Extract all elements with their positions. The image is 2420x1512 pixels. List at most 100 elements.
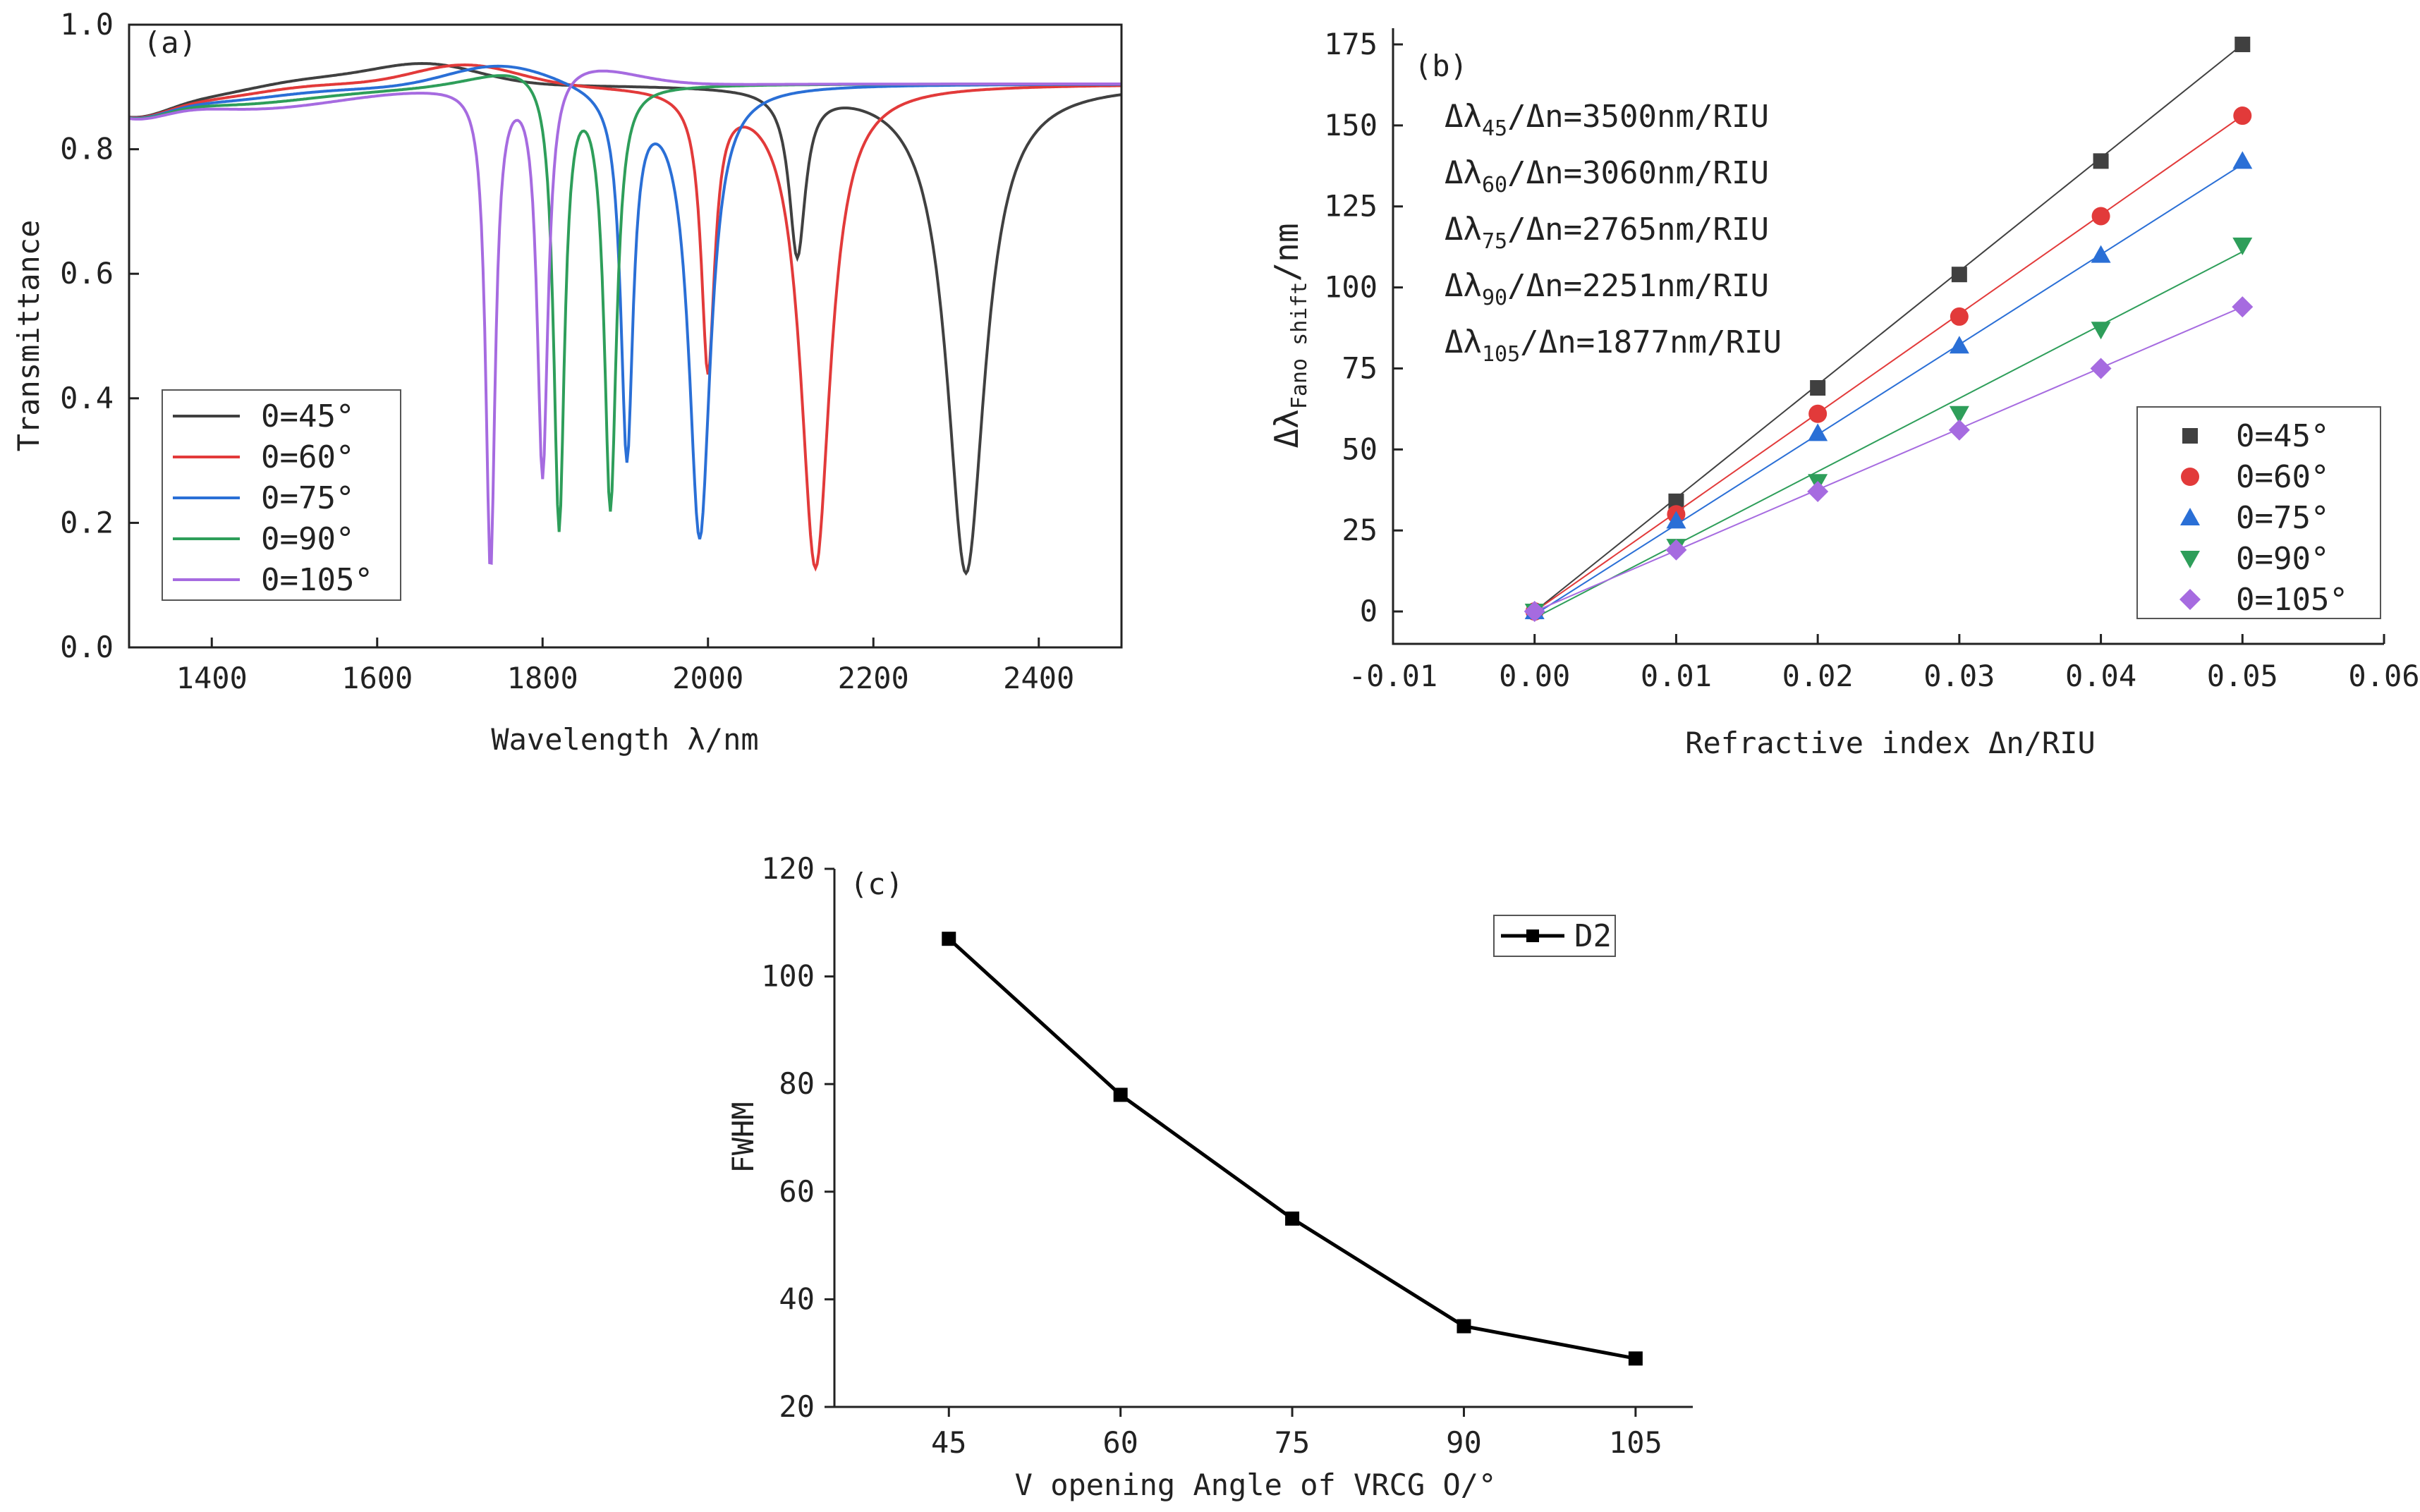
- panel-b-annotation: Δλ45/Δn=3500nm/RIU: [1445, 99, 1769, 141]
- panel-a-label: (a): [143, 25, 197, 60]
- panel-a-y-tick-label: 0.2: [60, 505, 114, 539]
- panel-b-point: [1666, 511, 1686, 529]
- panel-c-x-tick-label: 45: [931, 1425, 967, 1460]
- panel-b-legend-label: 0=75°: [2236, 500, 2329, 536]
- panel-a-y-tick-label: 0.8: [60, 132, 114, 166]
- panel-b-legend-label: 0=60°: [2236, 459, 2329, 495]
- panel-b-point: [2232, 237, 2253, 255]
- panel-a-legend-label: 0=75°: [261, 480, 354, 516]
- panel-b-legend-marker: [2180, 508, 2200, 525]
- panel-b-legend-marker: [2181, 468, 2199, 486]
- panel-b-point: [1949, 336, 1969, 354]
- panel-a-legend-box: [162, 389, 401, 601]
- panel-b-annotation-rest: /Δn=2251nm/RIU: [1507, 268, 1769, 304]
- panel-b-annotation-sub: 105: [1482, 342, 1520, 367]
- panel-a-series-line: [128, 69, 1121, 565]
- panel-b-point: [1807, 481, 1829, 503]
- panel-b-annotation-sub: 90: [1482, 286, 1507, 310]
- panel-a-x-tick-label: 2000: [672, 661, 743, 695]
- panel-b-y-label: ΔλFano shift/nm: [1267, 223, 1312, 448]
- panel-c-point: [1113, 1087, 1128, 1102]
- panel-b-annotation-rest: /Δn=2765nm/RIU: [1507, 212, 1769, 248]
- panel-b-annotation-main: Δλ: [1445, 155, 1482, 191]
- panel-b-point: [1808, 423, 1828, 441]
- panel-b-annotation: Δλ90/Δn=2251nm/RIU: [1445, 268, 1769, 310]
- panel-b-annotations: Δλ45/Δn=3500nm/RIUΔλ60/Δn=3060nm/RIUΔλ75…: [1445, 99, 1782, 367]
- panel-b-point: [1668, 493, 1684, 509]
- panel-b-annotation-sub: 75: [1482, 229, 1507, 254]
- panel-b-y-ticks: 0 25 50 75 100 125 150 175: [1324, 27, 1403, 628]
- panel-b-x-tick-label: 0.05: [2207, 659, 2278, 693]
- panel-b-label: (b): [1414, 49, 1468, 83]
- panel-b-legend: 0=45° 0=60° 0=75° 0=90° 0=105°: [2136, 406, 2381, 619]
- panel-c-x-tick-label: 75: [1275, 1425, 1311, 1460]
- panel-c-y-tick-label: 100: [761, 959, 815, 994]
- panel-b-y-tick-label: 125: [1324, 189, 1378, 224]
- panel-b-legend-marker: [2180, 551, 2200, 568]
- panel-b-x-tick-label: 0.01: [1641, 659, 1712, 693]
- panel-a-legend-label: 0=60°: [261, 439, 354, 475]
- panel-b-y-tick-label: 25: [1342, 513, 1378, 547]
- panel-b-legend-label: 0=105°: [2236, 582, 2348, 618]
- panel-b-legend-box: [2136, 406, 2381, 619]
- panel-b-point: [2234, 36, 2251, 52]
- panel-b-annotation: Δλ60/Δn=3060nm/RIU: [1445, 155, 1769, 197]
- panel-b-point: [1948, 419, 1970, 441]
- panel-b-annotation-sub: 60: [1482, 173, 1507, 197]
- panel-c-series-line: [947, 937, 1636, 1360]
- panel-a-x-tick-label: 1400: [176, 661, 248, 695]
- panel-b-x-tick-label: -0.01: [1349, 659, 1437, 693]
- panel-a-legend-label: 0=105°: [261, 562, 373, 598]
- panel-c-point: [1285, 1211, 1300, 1226]
- svg-text:ΔλFano shift/nm: ΔλFano shift/nm: [1267, 223, 1312, 448]
- panel-a-series-line: [128, 61, 1122, 576]
- panel-b-x-tick-label: 0.04: [2065, 659, 2136, 693]
- panel-b-y-tick-label: 0: [1360, 594, 1378, 628]
- panel-b-point: [1524, 601, 1545, 623]
- panel-a-legend-label: 0=90°: [261, 521, 354, 557]
- panel-b-legend-label: 0=90°: [2236, 541, 2329, 577]
- panel-a-x-ticks: 1400 1600 1800 2000 2200 2400: [176, 638, 1074, 695]
- panel-b-fit-line: [1534, 115, 2243, 612]
- panel-b-point: [2093, 153, 2109, 169]
- panel-b-point: [1808, 404, 1828, 423]
- panel-b-y-label-end: /nm: [1267, 223, 1306, 281]
- panel-c-x-tick-label: 90: [1446, 1425, 1482, 1460]
- panel-a-series-lines: [128, 61, 1122, 576]
- panel-b-series: [1524, 36, 2254, 623]
- panel-b-x-tick-label: 0.06: [2348, 659, 2419, 693]
- panel-a-series-line: [128, 63, 1121, 572]
- panel-a-x-tick-label: 1600: [341, 661, 413, 695]
- panel-c-x-ticks: 45 60 75 90 105: [931, 1407, 1662, 1460]
- panel-b-x-label: Refractive index Δn/RIU: [1685, 726, 2096, 760]
- panel-a-legend: 0=45° 0=60° 0=75° 0=90° 0=105°: [162, 389, 401, 601]
- panel-a-y-tick-label: 1.0: [60, 7, 114, 42]
- panel-b-annotation-rest: /Δn=3060nm/RIU: [1507, 155, 1769, 191]
- panel-c: 45 60 75 90 105 20 40 60 80 100 120 (c) V opening…: [726, 851, 1693, 1502]
- panel-a: 1400 1600 1800 2000 2200 2400 0.0 0.2 0.4 0.6 0.8…: [11, 7, 1123, 757]
- panel-a-x-tick-label: 2400: [1003, 661, 1074, 695]
- panel-b-point: [2232, 296, 2254, 318]
- panel-a-x-tick-label: 1800: [507, 661, 578, 695]
- panel-b-fit-line: [1534, 306, 2243, 612]
- panel-b-y-tick-label: 75: [1342, 350, 1378, 385]
- panel-b-annotation-main: Δλ: [1445, 212, 1482, 248]
- panel-b-annotation-main: Δλ: [1445, 268, 1482, 304]
- panel-c-x-tick-label: 60: [1102, 1425, 1138, 1460]
- panel-b-annotation-main: Δλ: [1445, 99, 1482, 135]
- panel-c-label: (c): [850, 867, 904, 901]
- panel-b-x-tick-label: 0.02: [1782, 659, 1854, 693]
- panel-b-annotation-main: Δλ: [1445, 324, 1482, 360]
- panel-b-y-tick-label: 150: [1324, 108, 1378, 142]
- panel-c-series: [942, 932, 1643, 1366]
- panel-c-y-tick-label: 20: [779, 1389, 815, 1424]
- panel-b-point: [2091, 207, 2110, 226]
- panel-c-y-ticks: 20 40 60 80 100 120: [761, 851, 834, 1424]
- panel-c-y-label: FWHM: [726, 1102, 760, 1173]
- panel-b-point: [1665, 539, 1687, 561]
- panel-c-x-label: V opening Angle of VRCG O/°: [1015, 1468, 1497, 1502]
- panel-b-x-ticks: -0.01 0.00 0.01 0.02 0.03 0.04 0.05 0.06: [1349, 634, 2420, 693]
- panel-b-point: [1951, 267, 1967, 283]
- panel-c-y-tick-label: 40: [779, 1281, 815, 1316]
- panel-c-point: [1457, 1319, 1471, 1334]
